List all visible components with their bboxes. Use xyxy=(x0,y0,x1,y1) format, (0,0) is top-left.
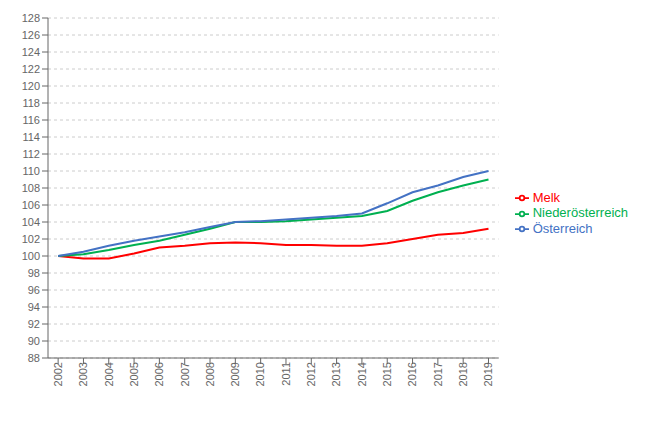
svg-text:2008: 2008 xyxy=(204,362,216,386)
svg-text:104: 104 xyxy=(22,216,40,228)
svg-text:2006: 2006 xyxy=(153,362,165,386)
svg-text:96: 96 xyxy=(28,284,40,296)
svg-text:2010: 2010 xyxy=(254,362,266,386)
svg-text:120: 120 xyxy=(22,80,40,92)
svg-text:114: 114 xyxy=(22,131,40,143)
svg-text:2003: 2003 xyxy=(77,362,89,386)
svg-text:118: 118 xyxy=(22,97,40,109)
svg-text:110: 110 xyxy=(22,165,40,177)
svg-text:2009: 2009 xyxy=(229,362,241,386)
svg-text:2005: 2005 xyxy=(128,362,140,386)
svg-text:108: 108 xyxy=(22,182,40,194)
svg-text:92: 92 xyxy=(28,318,40,330)
svg-text:2018: 2018 xyxy=(457,362,469,386)
html-text:Niederösterreich: Niederösterreich xyxy=(532,205,628,221)
svg-text:2019: 2019 xyxy=(482,362,494,386)
svg-text:98: 98 xyxy=(28,267,40,279)
svg-text:2004: 2004 xyxy=(103,362,115,386)
svg-text:112: 112 xyxy=(22,148,40,160)
svg-text:122: 122 xyxy=(22,63,40,75)
svg-text:124: 124 xyxy=(22,46,40,58)
html-text:Österreich: Österreich xyxy=(532,220,593,236)
svg-text:102: 102 xyxy=(22,233,40,245)
svg-text:2015: 2015 xyxy=(381,362,393,386)
svg-text:90: 90 xyxy=(28,335,40,347)
svg-text:2017: 2017 xyxy=(432,362,444,386)
svg-text:116: 116 xyxy=(22,114,40,126)
html-text:Melk: Melk xyxy=(532,189,561,205)
svg-text:2007: 2007 xyxy=(179,362,191,386)
svg-text:2011: 2011 xyxy=(280,362,292,386)
svg-text:128: 128 xyxy=(22,12,40,24)
svg-text:2013: 2013 xyxy=(330,362,342,386)
svg-text:2012: 2012 xyxy=(305,362,317,386)
svg-text:2014: 2014 xyxy=(356,362,368,386)
svg-text:2002: 2002 xyxy=(52,362,64,386)
svg-text:88: 88 xyxy=(28,352,40,364)
svg-text:126: 126 xyxy=(22,29,40,41)
svg-text:106: 106 xyxy=(22,199,40,211)
svg-text:94: 94 xyxy=(28,301,40,313)
svg-text:100: 100 xyxy=(22,250,40,262)
svg-text:2016: 2016 xyxy=(406,362,418,386)
